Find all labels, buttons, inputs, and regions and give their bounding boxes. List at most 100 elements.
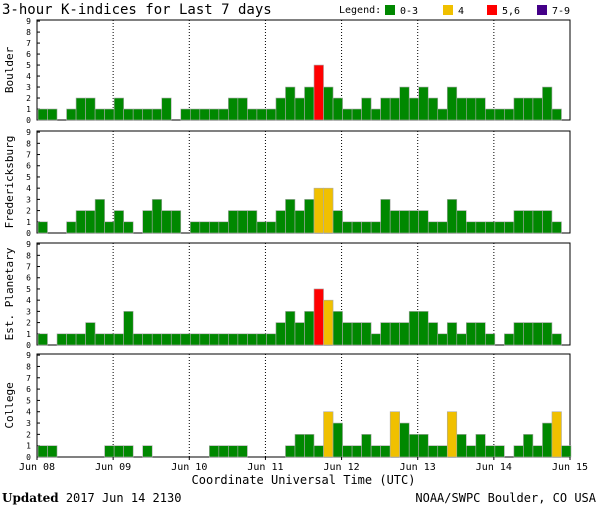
k-index-bar (142, 333, 153, 346)
k-index-bar (504, 108, 515, 121)
k-index-bar (389, 97, 400, 121)
k-index-bar (380, 199, 391, 234)
k-index-bar (247, 210, 258, 234)
k-index-bar (237, 445, 248, 458)
k-index-bar (275, 210, 286, 234)
k-index-bar (399, 86, 410, 121)
legend-label: Legend: (339, 5, 381, 16)
x-tick-label: Jun 12 (324, 462, 360, 473)
k-index-bar (161, 210, 172, 234)
k-index-bar (456, 333, 467, 346)
k-index-bar (351, 108, 362, 121)
k-index-bar (180, 108, 191, 121)
y-tick-label: 6 (26, 162, 31, 171)
y-tick-label: 4 (26, 72, 31, 81)
k-index-bar (523, 434, 534, 458)
k-index-bar (266, 221, 277, 234)
k-index-bar (256, 333, 267, 346)
k-index-bar (199, 221, 210, 234)
y-tick-label: 6 (26, 385, 31, 394)
k-index-bar (408, 97, 420, 121)
y-tick-label: 9 (26, 351, 31, 360)
k-index-bar (304, 434, 315, 458)
k-index-bar (523, 97, 534, 121)
k-index-bar (351, 221, 362, 234)
k-index-bar (551, 411, 562, 458)
k-index-bar (75, 97, 86, 121)
k-index-bar (228, 333, 239, 346)
k-index-bar (456, 97, 467, 121)
k-index-bar (104, 333, 115, 346)
k-index-bar (304, 311, 315, 346)
k-index-bar (532, 445, 543, 458)
k-index-bar (437, 108, 448, 121)
k-index-bar (456, 434, 467, 458)
k-index-bar (332, 97, 343, 121)
k-index-bar (542, 422, 553, 458)
k-index-bar (266, 333, 277, 346)
k-index-bar (370, 108, 381, 121)
k-index-bar (104, 108, 115, 121)
k-index-bar (542, 322, 553, 346)
k-index-bar (237, 333, 248, 346)
k-index-bar (304, 86, 315, 121)
k-index-bar (456, 210, 467, 234)
k-index-bar (199, 108, 210, 121)
k-index-bar (237, 97, 248, 121)
k-index-bar (380, 97, 391, 121)
k-index-bar (132, 108, 143, 121)
k-index-bar (256, 221, 267, 234)
x-tick-label: Jun 15 (552, 462, 588, 473)
y-tick-label: 5 (26, 285, 31, 294)
k-index-bar (151, 333, 163, 346)
y-tick-label: 3 (26, 307, 31, 316)
k-index-bar (228, 210, 239, 234)
legend-item-label: 0-3 (400, 6, 418, 17)
y-tick-label: 9 (26, 17, 31, 26)
k-index-bar (218, 108, 229, 121)
y-tick-label: 3 (26, 419, 31, 428)
k-index-bar (123, 108, 134, 121)
y-tick-label: 1 (26, 442, 31, 451)
panel-label: Fredericksburg (3, 136, 16, 229)
k-index-bar (485, 108, 496, 121)
y-tick-label: 2 (26, 94, 31, 103)
y-tick-label: 8 (26, 251, 31, 260)
k-index-bar (399, 422, 410, 458)
k-index-bar (218, 333, 229, 346)
y-tick-label: 6 (26, 274, 31, 283)
k-index-bar (85, 322, 96, 346)
k-index-bar (237, 210, 248, 234)
k-index-bar (94, 108, 105, 121)
k-index-bar (189, 108, 201, 121)
k-index-bar (218, 221, 229, 234)
k-index-bar (37, 333, 48, 346)
k-index-bar (342, 221, 353, 234)
x-tick-label: Jun 08 (19, 462, 55, 473)
y-tick-label: 8 (26, 139, 31, 148)
k-index-bar (275, 97, 286, 121)
k-index-bar (113, 445, 124, 458)
k-index-bar (294, 97, 305, 121)
k-index-bar (513, 210, 524, 234)
y-tick-label: 7 (26, 151, 31, 160)
k-index-bar (161, 333, 172, 346)
k-index-bar (151, 199, 163, 234)
k-index-bar (142, 210, 153, 234)
k-index-bar (323, 187, 334, 234)
legend-item-label: 4 (458, 6, 464, 17)
k-index-bar (275, 322, 286, 346)
k-index-bar (37, 445, 48, 458)
k-index-bar (523, 210, 534, 234)
k-index-bar (466, 445, 477, 458)
k-index-bar (332, 422, 343, 458)
k-index-bar (332, 311, 343, 346)
k-index-bar (209, 108, 220, 121)
k-index-bar (380, 445, 391, 458)
panel-label: Boulder (3, 46, 16, 93)
legend-swatch (385, 5, 395, 15)
k-index-bar (66, 333, 77, 346)
k-index-bar (494, 445, 505, 458)
k-index-bar (370, 445, 381, 458)
